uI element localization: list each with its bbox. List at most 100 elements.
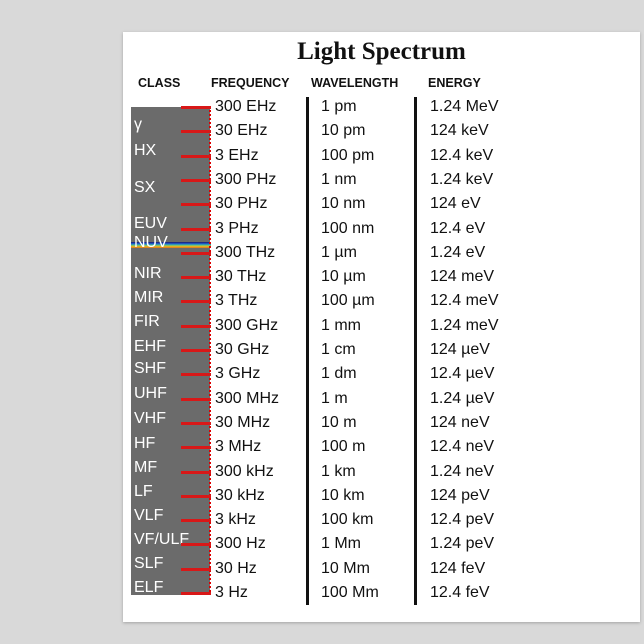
wavelength-cell: 100 nm (321, 219, 375, 237)
class-label: SHF (134, 360, 166, 377)
frequency-tick (181, 130, 211, 134)
wavelength-cell: 100 km (321, 511, 374, 529)
frequency-tick (181, 227, 211, 231)
class-label: γ (134, 116, 142, 133)
energy-cell: 1.24 eV (430, 243, 486, 261)
wavelength-cell: 10 pm (321, 122, 366, 140)
wavelength-cell: 100 m (321, 438, 366, 456)
energy-cell: 12.4 feV (430, 584, 490, 601)
wavelength-cell: 1 m (321, 389, 348, 407)
frequency-tick (181, 470, 211, 474)
wavelength-cell: 100 pm (321, 146, 375, 164)
class-label: SX (134, 179, 156, 196)
frequency-tick (181, 300, 211, 304)
class-label: ELF (134, 579, 164, 596)
energy-cell: 1.24 meV (430, 316, 499, 334)
wavelength-cell: 10 µm (321, 268, 366, 286)
wavelength-cell: 100 Mm (321, 584, 379, 601)
wavelength-cell: 1 nm (321, 170, 357, 188)
energy-cell: 12.4 µeV (430, 365, 495, 383)
frequency-cell: 300 EHz (215, 98, 277, 115)
frequency-tick (181, 397, 211, 401)
wavelength-cell: 100 µm (321, 292, 375, 310)
wavelength-cell: 10 km (321, 486, 365, 504)
frequency-tick (181, 276, 211, 280)
frequency-tick (181, 203, 211, 207)
frequency-cell: 300 Hz (215, 535, 266, 553)
frequency-cell: 3 PHz (215, 219, 259, 237)
energy-cell: 12.4 meV (430, 292, 499, 310)
frequency-tick (181, 446, 211, 450)
frequency-cell: 300 kHz (215, 462, 274, 480)
frequency-tick (181, 519, 211, 523)
class-label: LF (134, 483, 153, 500)
energy-cell: 124 eV (430, 195, 481, 213)
frequency-tick (181, 421, 211, 425)
frequency-cell: 30 kHz (215, 486, 265, 504)
frequency-cell: 3 Hz (215, 584, 248, 601)
wavelength-cell: 1 dm (321, 365, 357, 383)
visible-spectrum-band (131, 242, 211, 248)
frequency-tick (181, 494, 211, 498)
frequency-cell: 30 GHz (215, 341, 270, 358)
frequency-tick (181, 251, 211, 255)
frequency-cell: 3 THz (215, 292, 258, 310)
class-label: NIR (134, 265, 162, 282)
class-label: EUV (134, 215, 167, 232)
frequency-cell: 30 EHz (215, 122, 268, 140)
wavelength-cell: 1 Mm (321, 535, 361, 553)
class-label: EHF (134, 338, 166, 355)
header-wavelength: WAVELENGTH (311, 76, 399, 90)
wavelength-cell: 1 mm (321, 316, 361, 334)
wavelength-cell: 10 nm (321, 195, 366, 213)
frequency-cell: 300 GHz (215, 316, 279, 334)
class-label: VF/ULF (134, 531, 190, 548)
energy-cell: 1.24 peV (430, 535, 495, 553)
frequency-cell: 30 Hz (215, 559, 257, 577)
energy-cell: 124 µeV (430, 341, 490, 358)
class-label: HF (134, 435, 156, 452)
class-label: FIR (134, 313, 160, 330)
column-divider (306, 97, 309, 605)
class-label: VLF (134, 507, 164, 524)
class-label: HX (134, 142, 157, 159)
energy-cell: 1.24 neV (430, 462, 495, 480)
energy-cell: 1.24 µeV (430, 389, 495, 407)
frequency-cell: 300 MHz (215, 389, 280, 407)
spectrum-poster: Light Spectrum CLASS FREQUENCY WAVELENGT… (123, 32, 640, 622)
class-label: SLF (134, 555, 164, 572)
frequency-cell: 300 PHz (215, 170, 277, 188)
class-label: VHF (134, 410, 166, 427)
frequency-tick (181, 592, 211, 595)
energy-cell: 12.4 neV (430, 438, 495, 456)
energy-cell: 124 peV (430, 486, 490, 504)
class-label: UHF (134, 385, 167, 402)
frequency-cell: 3 GHz (215, 365, 261, 383)
frequency-cell: 3 kHz (215, 511, 256, 529)
frequency-cell: 30 MHz (215, 413, 271, 431)
frequency-cell: 300 THz (215, 243, 276, 261)
wavelength-cell: 10 m (321, 413, 357, 431)
frequency-tick (181, 567, 211, 571)
frequency-tick (181, 543, 211, 547)
frequency-cell: 30 PHz (215, 195, 268, 213)
frequency-tick (181, 178, 211, 182)
wavelength-cell: 1 km (321, 462, 356, 480)
energy-cell: 1.24 keV (430, 170, 494, 188)
frequency-tick (181, 154, 211, 158)
class-label: MF (134, 459, 158, 476)
frequency-tick (181, 324, 211, 328)
poster-title: Light Spectrum (297, 38, 466, 65)
wavelength-cell: 10 Mm (321, 559, 370, 577)
header-frequency: FREQUENCY (211, 76, 290, 90)
energy-cell: 124 keV (430, 122, 489, 140)
energy-cell: 1.24 MeV (430, 98, 499, 115)
frequency-tick (181, 373, 211, 377)
class-label: NUV (134, 234, 168, 251)
frequency-tick (181, 349, 211, 352)
wavelength-cell: 1 cm (321, 341, 356, 358)
energy-cell: 124 meV (430, 268, 495, 286)
energy-cell: 124 neV (430, 413, 490, 431)
header-energy: ENERGY (428, 76, 481, 90)
energy-cell: 12.4 eV (430, 219, 486, 237)
